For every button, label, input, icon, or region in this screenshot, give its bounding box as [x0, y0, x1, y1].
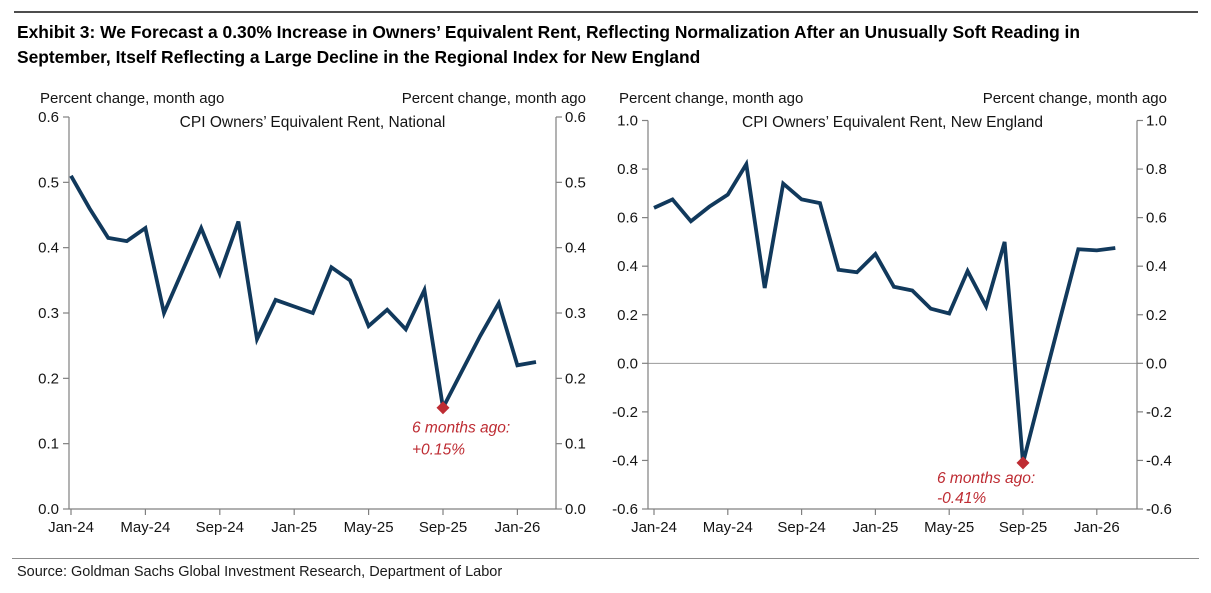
y-tick-label-right: 0.8 — [1146, 161, 1167, 178]
x-tick-label: Jan-26 — [1074, 519, 1120, 536]
y-tick-label-left: 0.1 — [38, 436, 59, 453]
x-tick-label: Sep-25 — [999, 519, 1047, 536]
x-tick-label: Jan-25 — [271, 519, 317, 536]
y-tick-label-left: 0.2 — [38, 370, 59, 387]
y-tick-label-right: 0.1 — [565, 436, 586, 453]
chart-title: CPI Owners’ Equivalent Rent, National — [180, 114, 446, 131]
chart-title: CPI Owners’ Equivalent Rent, New England — [742, 114, 1043, 131]
y-tick-label-left: 0.5 — [38, 174, 59, 191]
exhibit-title: Exhibit 3: We Forecast a 0.30% Increase … — [17, 22, 1081, 67]
x-tick-label: Jan-26 — [494, 519, 540, 536]
annotation-line2: +0.15% — [412, 442, 465, 459]
axis-units-left: Percent change, month ago — [40, 90, 224, 107]
axis-units-right: Percent change, month ago — [402, 90, 586, 107]
source-text: Source: Goldman Sachs Global Investment … — [17, 564, 503, 580]
y-tick-label-left: 0.4 — [617, 258, 638, 275]
x-tick-label: Jan-25 — [852, 519, 898, 536]
y-tick-label-right: 0.4 — [565, 240, 586, 257]
x-tick-label: Sep-25 — [419, 519, 467, 536]
y-tick-label-right: 0.0 — [1146, 355, 1167, 372]
forecast-marker-diamond-icon — [1016, 456, 1030, 470]
annotation-line1: 6 months ago: — [937, 470, 1035, 487]
x-tick-label: Sep-24 — [777, 519, 825, 536]
y-tick-label-left: 0.0 — [38, 501, 59, 518]
top-divider — [14, 11, 1198, 13]
y-tick-label-right: 0.0 — [565, 501, 586, 518]
y-tick-label-left: 0.2 — [617, 307, 638, 324]
charts-area: 0.0 0.0 0.1 0.1 0.2 0.2 0.3 0.3 0.4 0.4 0.5 0.5 0.6 0… — [38, 90, 1172, 536]
y-tick-label-right: 0.2 — [1146, 307, 1167, 324]
y-tick-label-right: 0.5 — [565, 174, 586, 191]
y-tick-label-left: 0.0 — [617, 355, 638, 372]
y-tick-label-left: -0.2 — [612, 404, 638, 421]
chart-0: 0.0 0.0 0.1 0.1 0.2 0.2 0.3 0.3 0.4 0.4 0.5 0.5 0.6 0… — [38, 90, 586, 536]
axis-units-right: Percent change, month ago — [983, 90, 1167, 107]
y-tick-label-right: 0.3 — [565, 305, 586, 322]
annotation-line2: -0.41% — [937, 490, 986, 507]
data-line — [653, 158, 1116, 464]
y-tick-label-right: -0.6 — [1146, 501, 1172, 518]
y-tick-label-left: 0.4 — [38, 240, 59, 257]
y-tick-label-left: 0.6 — [38, 109, 59, 126]
forecast-marker-diamond-icon — [436, 401, 450, 415]
x-tick-label: Jan-24 — [48, 519, 94, 536]
y-tick-label-left: 0.3 — [38, 305, 59, 322]
annotation-line1: 6 months ago: — [412, 420, 510, 437]
x-tick-label: May-25 — [924, 519, 974, 536]
x-tick-label: May-24 — [120, 519, 170, 536]
y-tick-label-left: -0.4 — [612, 452, 638, 469]
x-tick-label: Jan-24 — [631, 519, 677, 536]
chart-1: -0.6 -0.6 -0.4 -0.4 -0.2 -0.2 0.0 0.0 0.2 0.2 0.4 0… — [612, 90, 1172, 536]
y-tick-label-right: 0.2 — [565, 370, 586, 387]
y-tick-label-right: 0.4 — [1146, 258, 1167, 275]
data-line — [69, 174, 537, 414]
y-tick-label-right: 1.0 — [1146, 113, 1167, 130]
y-tick-label-left: 0.6 — [617, 210, 638, 227]
x-tick-label: May-24 — [703, 519, 753, 536]
x-tick-label: May-25 — [344, 519, 394, 536]
bottom-divider — [12, 558, 1199, 559]
axis-units-left: Percent change, month ago — [619, 90, 803, 107]
y-tick-label-right: 0.6 — [565, 109, 586, 126]
y-tick-label-right: -0.4 — [1146, 452, 1172, 469]
y-tick-label-right: 0.6 — [1146, 210, 1167, 227]
x-tick-label: Sep-24 — [196, 519, 244, 536]
y-tick-label-left: 0.8 — [617, 161, 638, 178]
y-tick-label-right: -0.2 — [1146, 404, 1172, 421]
y-tick-label-left: 1.0 — [617, 113, 638, 130]
y-tick-label-left: -0.6 — [612, 501, 638, 518]
